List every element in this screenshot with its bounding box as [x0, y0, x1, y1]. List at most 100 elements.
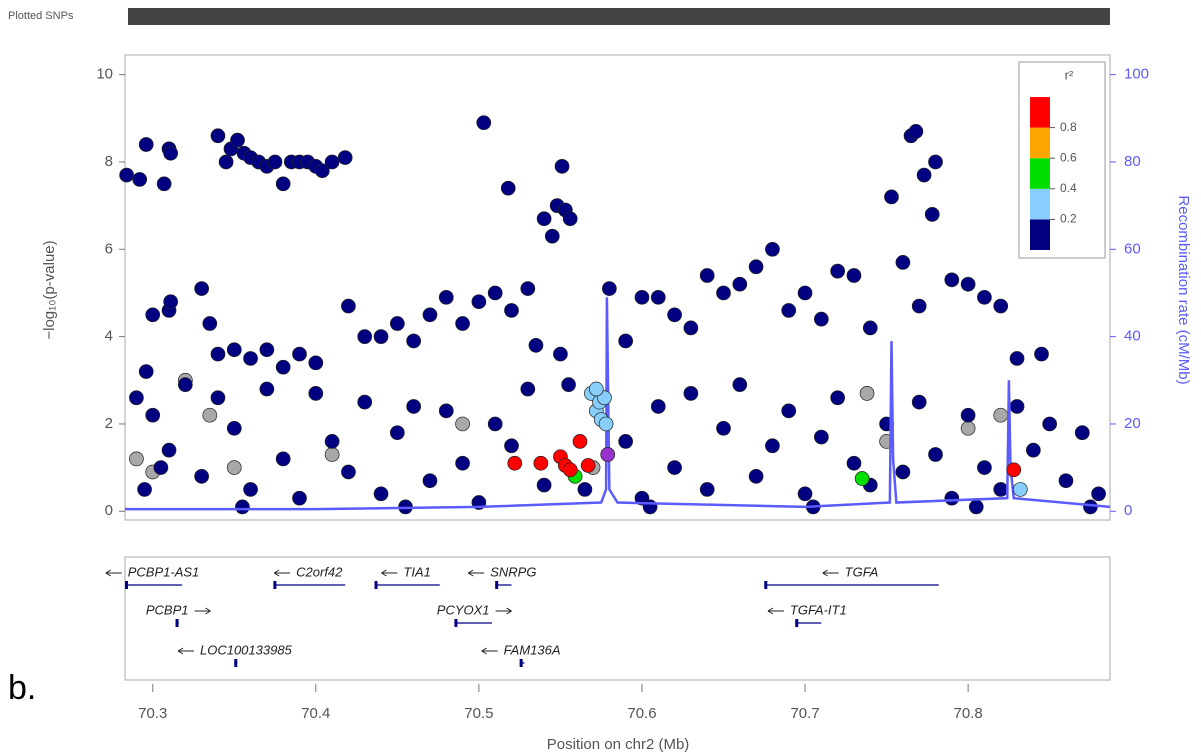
snp-point	[895, 464, 911, 480]
snp-point	[813, 311, 829, 327]
snp-point	[944, 272, 960, 288]
gene-label: TGFA-IT1	[790, 602, 847, 617]
gene-label: PCYOX1	[437, 602, 490, 617]
snp-point	[924, 207, 940, 222]
snp-point	[699, 268, 715, 283]
gene-exon	[273, 581, 277, 589]
snp-point	[202, 316, 218, 331]
snp-point	[373, 329, 389, 344]
snp-point	[218, 154, 234, 170]
x-tick-label: 70.6	[627, 705, 656, 722]
snp-point	[138, 364, 154, 379]
snp-point	[243, 351, 258, 366]
snp-point	[357, 394, 373, 410]
y-tick-label: 8	[105, 153, 113, 170]
snp-point	[1026, 442, 1041, 458]
snp-point	[699, 482, 715, 497]
snp-point	[580, 458, 596, 473]
snp-point	[210, 128, 226, 144]
snp-point	[781, 303, 797, 318]
snp-point	[572, 434, 588, 449]
snp-point	[562, 211, 578, 227]
snp-point	[389, 316, 405, 331]
snp-point	[862, 320, 878, 336]
snp-point	[536, 211, 552, 227]
strand-arrow	[381, 569, 398, 577]
strand-arrow	[194, 607, 211, 615]
legend-tick-label: 0.2	[1060, 212, 1077, 226]
snp-point	[163, 145, 179, 161]
snp-point	[308, 355, 324, 371]
snp-point	[561, 377, 576, 392]
snp-point	[422, 473, 438, 489]
gene-label: C2orf42	[296, 564, 343, 579]
snp-point	[748, 259, 764, 275]
snp-point	[846, 268, 862, 283]
snp-point	[618, 434, 634, 449]
gene-exon	[495, 581, 499, 589]
snp-point	[601, 281, 617, 296]
snp-point	[389, 425, 405, 441]
legend-tick-label: 0.8	[1060, 120, 1077, 134]
snp-point	[455, 416, 470, 432]
snp-point	[341, 298, 356, 314]
snp-point	[960, 276, 976, 292]
legend-swatch	[1030, 188, 1050, 220]
y2-tick-label: 40	[1124, 328, 1141, 345]
gene-exon	[125, 581, 128, 589]
snp-point	[210, 346, 226, 362]
plot-frame	[124, 54, 1111, 521]
snp-point	[830, 390, 846, 406]
snp-point	[598, 416, 614, 432]
snp-point	[119, 167, 134, 183]
snp-point	[438, 403, 454, 419]
snp-point	[373, 486, 389, 502]
track-label: Plotted SNPs	[8, 10, 74, 22]
snp-point	[1034, 346, 1049, 362]
snp-point	[977, 289, 992, 305]
gene-label: TGFA	[845, 564, 879, 579]
snp-point	[226, 460, 242, 475]
legend-title: r²	[1065, 67, 1074, 82]
snp-point	[202, 407, 218, 423]
y2-axis-label: Recombination rate (cM/Mb)	[1175, 195, 1192, 384]
snp-point	[324, 434, 340, 449]
snp-point	[554, 158, 570, 174]
snp-point	[765, 438, 780, 454]
snp-point	[1012, 482, 1028, 497]
y-tick-label: 4	[105, 328, 113, 345]
snp-point	[533, 455, 549, 471]
snp-point	[275, 359, 291, 375]
snp-point	[520, 381, 536, 397]
snp-point	[960, 407, 976, 423]
legend-tick-label: 0.6	[1060, 150, 1077, 164]
x-tick-label: 70.4	[301, 705, 330, 722]
snp-point	[487, 285, 503, 301]
gene-exon	[519, 659, 523, 667]
snp-point	[259, 381, 275, 397]
snp-point	[854, 471, 870, 486]
snp-point	[650, 289, 666, 305]
strand-arrow	[177, 647, 194, 655]
snp-point	[194, 281, 209, 296]
snp-point	[455, 316, 470, 331]
snp-point	[438, 289, 454, 305]
y-tick-label: 6	[105, 240, 113, 257]
strand-arrow	[273, 569, 291, 577]
snp-point	[194, 468, 209, 484]
snp-point	[500, 180, 516, 196]
snp-point	[960, 420, 976, 436]
snp-point	[507, 455, 523, 471]
snp-point	[357, 329, 373, 344]
snp-point	[683, 386, 699, 401]
strand-arrow	[767, 607, 784, 615]
snp-point	[177, 377, 193, 392]
snp-point	[226, 342, 242, 358]
snp-point	[1042, 416, 1058, 432]
gene-label: LOC100133985	[200, 642, 293, 657]
snp-point	[908, 124, 924, 139]
snp-point	[132, 172, 148, 187]
snp-point	[406, 399, 422, 414]
y2-tick-label: 0	[1124, 502, 1132, 519]
snp-point	[504, 303, 519, 318]
